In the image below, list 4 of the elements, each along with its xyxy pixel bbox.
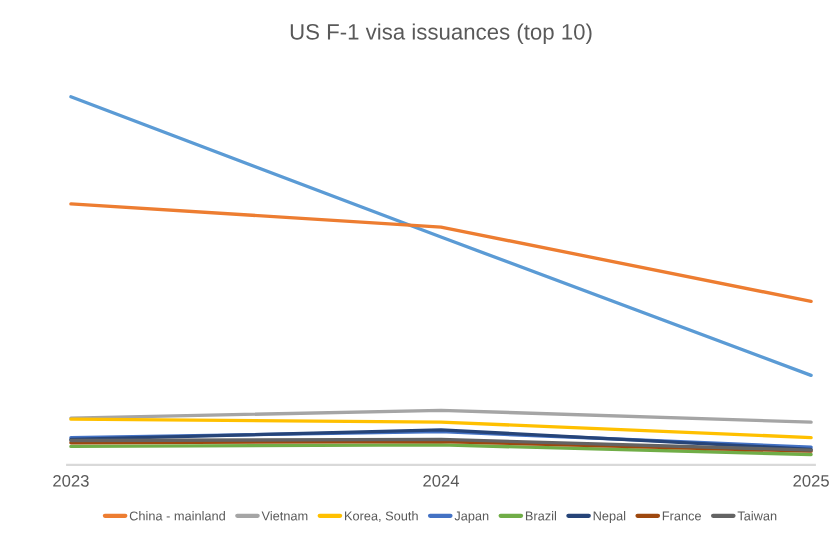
x-tick-label: 2025 [793,474,829,487]
chart-title: US F-1 visa issuances (top 10) [290,23,592,45]
x-tick-label: 2023 [53,474,89,487]
x-tick-label: 2024 [423,474,460,487]
